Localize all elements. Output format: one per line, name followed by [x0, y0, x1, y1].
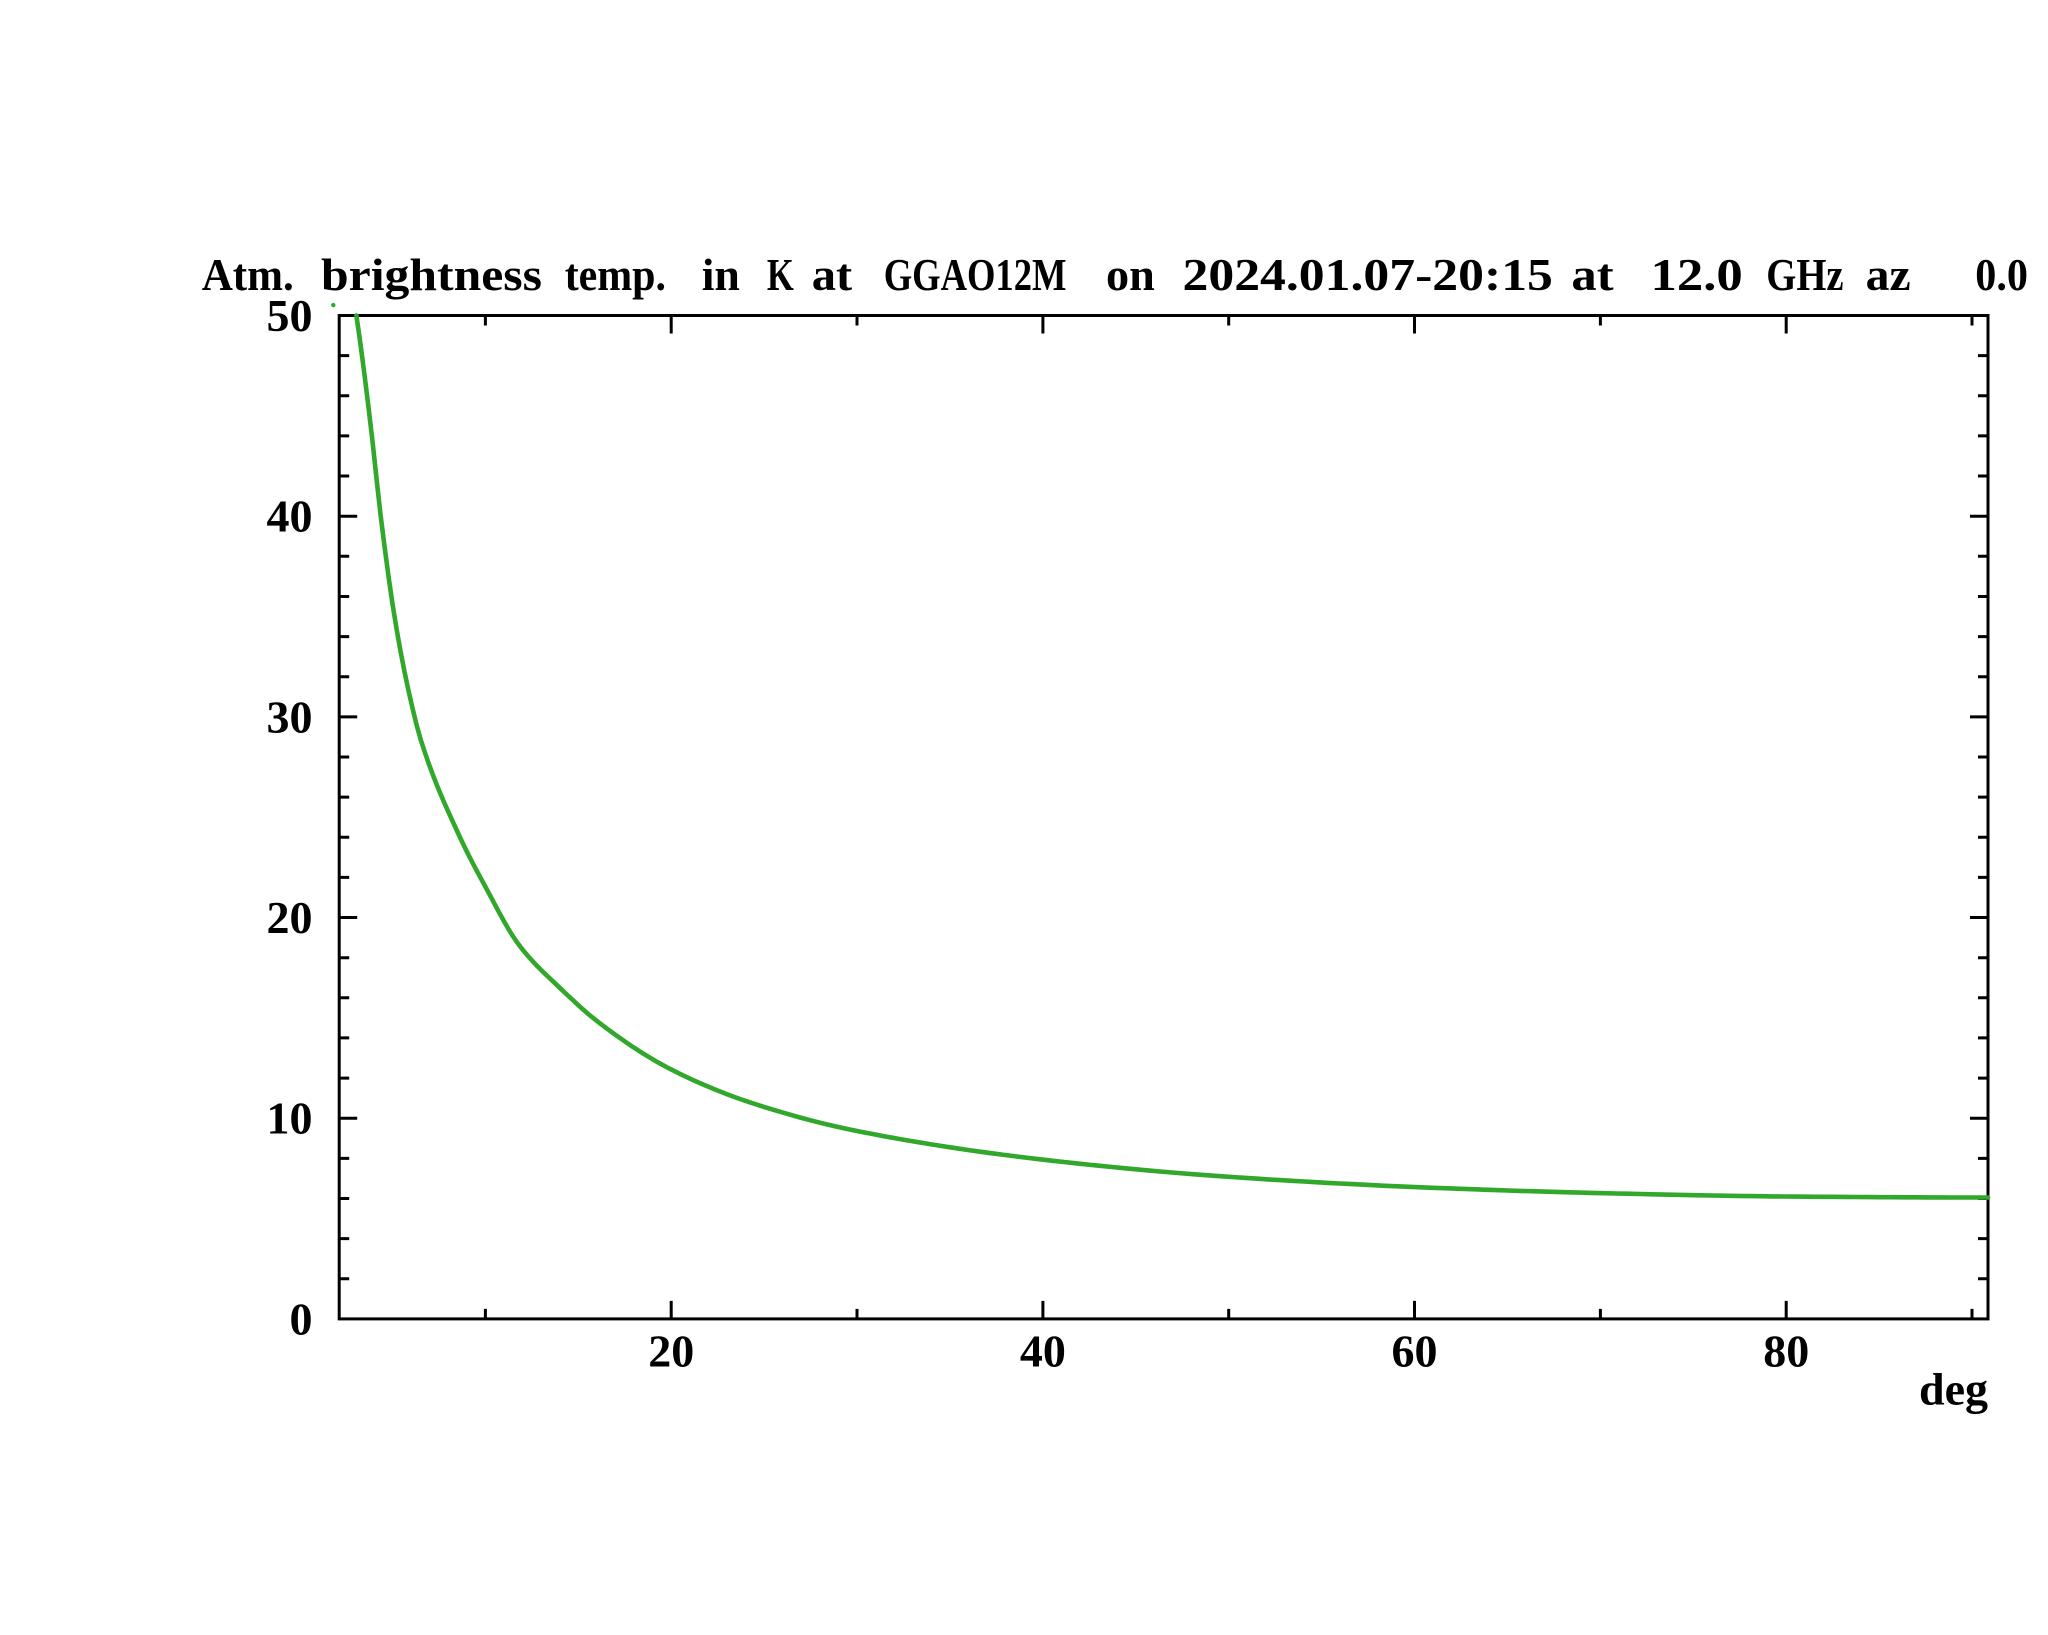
svg-text:40: 40	[1020, 1326, 1066, 1377]
svg-text:on: on	[1106, 249, 1155, 300]
svg-text:50: 50	[267, 290, 313, 341]
svg-text:0: 0	[290, 1293, 313, 1344]
svg-text:0.0: 0.0	[1975, 249, 2028, 300]
svg-text:in: in	[702, 249, 740, 300]
svg-text:20: 20	[267, 892, 313, 943]
svg-text:az: az	[1866, 249, 1911, 300]
svg-text:K: K	[767, 249, 794, 300]
svg-text:30: 30	[267, 691, 313, 742]
svg-text:Atm.: Atm.	[202, 249, 294, 300]
svg-text:at: at	[812, 249, 853, 300]
svg-text:GGAO12M: GGAO12M	[884, 249, 1067, 300]
svg-text:10: 10	[267, 1093, 313, 1144]
svg-text:80: 80	[1763, 1326, 1809, 1377]
svg-text:40: 40	[267, 491, 313, 542]
svg-text:20: 20	[648, 1326, 694, 1377]
svg-text:temp.: temp.	[565, 249, 666, 300]
svg-text:60: 60	[1392, 1326, 1438, 1377]
svg-text:at: at	[1571, 249, 1614, 300]
svg-text:2024.01.07-20:15: 2024.01.07-20:15	[1183, 249, 1553, 300]
svg-text:brightness: brightness	[321, 249, 542, 300]
svg-text:deg: deg	[1919, 1364, 1988, 1415]
svg-text:GHz: GHz	[1766, 249, 1843, 300]
svg-text:12.0: 12.0	[1651, 249, 1743, 300]
